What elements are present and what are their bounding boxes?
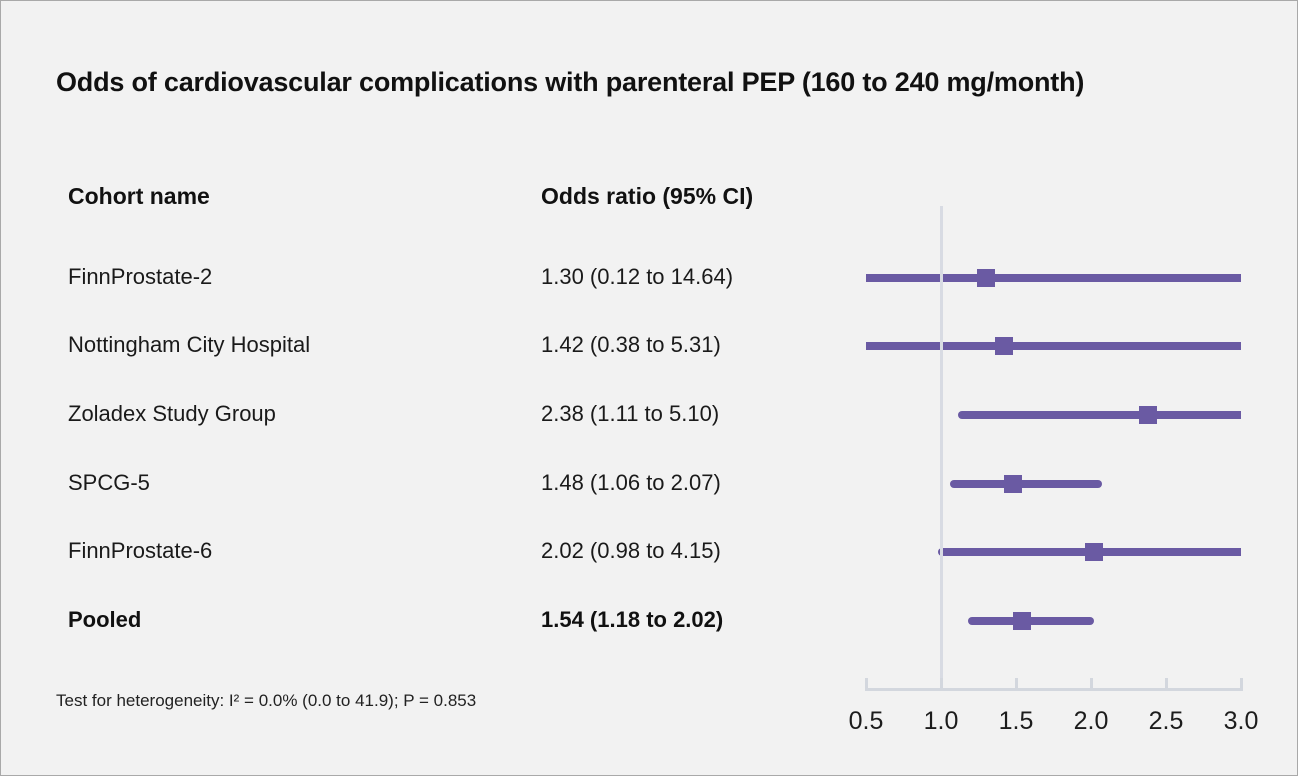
odds-ratio-value: 1.54 (1.18 to 2.02) <box>541 607 724 632</box>
axis-tick-label: 1.5 <box>998 707 1034 735</box>
odds-ratio-value: 1.48 (1.06 to 2.07) <box>541 470 721 495</box>
or-marker <box>995 337 1013 355</box>
or-marker <box>1085 543 1103 561</box>
chart-title: Odds of cardiovascular complications wit… <box>56 67 1085 97</box>
axis-tick <box>864 678 868 688</box>
cohort-label: Nottingham City Hospital <box>68 332 311 357</box>
axis-tick <box>1014 678 1018 688</box>
axis-tick <box>939 678 943 688</box>
odds-ratio-value: 1.42 (0.38 to 5.31) <box>541 332 721 357</box>
axis-tick-label: 2.0 <box>1073 707 1109 735</box>
ci-line <box>957 411 1241 419</box>
ci-line <box>968 617 1094 625</box>
axis-tick-label: 3.0 <box>1223 707 1259 735</box>
cohort-label: Pooled <box>68 607 142 632</box>
axis-tick <box>1089 678 1093 688</box>
cohort-label: Zoladex Study Group <box>68 401 276 426</box>
heterogeneity-footnote: Test for heterogeneity: I² = 0.0% (0.0 t… <box>56 691 477 710</box>
axis-tick-label: 0.5 <box>848 707 884 735</box>
odds-ratio-header: Odds ratio (95% CI) <box>541 183 754 209</box>
or-marker <box>1013 612 1031 630</box>
or-marker <box>1004 475 1022 493</box>
odds-ratio-value: 2.38 (1.11 to 5.10) <box>541 401 720 426</box>
cohort-label: FinnProstate-2 <box>68 264 213 289</box>
ci-line <box>866 342 1241 350</box>
or-marker <box>977 269 995 287</box>
axis-line <box>864 688 1243 691</box>
ci-line <box>950 480 1102 488</box>
or-marker <box>1139 406 1157 424</box>
axis-tick-label: 1.0 <box>923 707 959 735</box>
reference-line <box>939 206 943 690</box>
axis-tick <box>1164 678 1168 688</box>
axis-tick <box>1239 678 1243 688</box>
ci-line <box>866 274 1241 282</box>
cohort-label: FinnProstate-6 <box>68 538 213 563</box>
cohort-name-header: Cohort name <box>68 183 210 209</box>
odds-ratio-value: 1.30 (0.12 to 14.64) <box>541 264 734 289</box>
axis-tick-label: 2.5 <box>1148 707 1184 735</box>
odds-ratio-value: 2.02 (0.98 to 4.15) <box>541 538 721 563</box>
cohort-label: SPCG-5 <box>68 470 150 495</box>
